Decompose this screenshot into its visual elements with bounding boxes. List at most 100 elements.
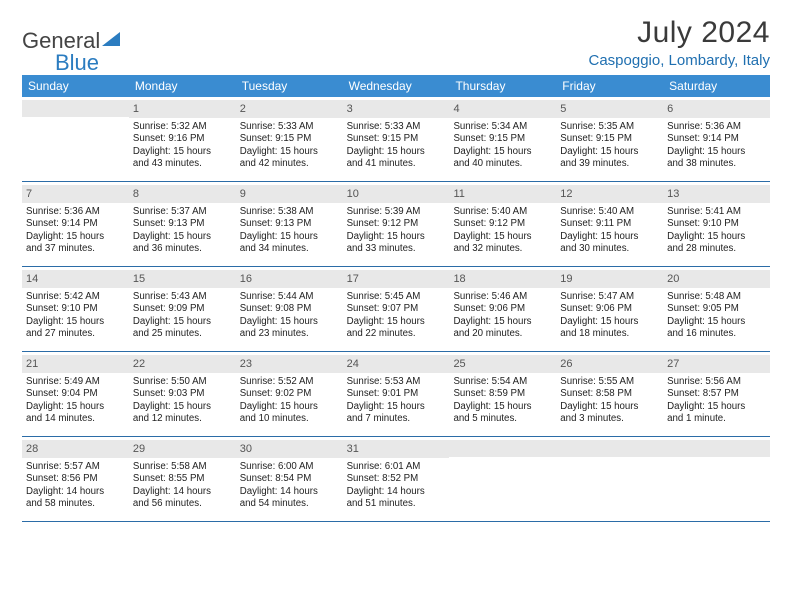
logo-text-2: Blue	[55, 50, 99, 76]
daylight2-text: and 5 minutes.	[453, 413, 552, 425]
daylight2-text: and 12 minutes.	[133, 413, 232, 425]
daylight2-text: and 20 minutes.	[453, 328, 552, 340]
day-number: 27	[663, 355, 770, 373]
sunrise-text: Sunrise: 5:37 AM	[133, 206, 232, 218]
day-cell: 10Sunrise: 5:39 AMSunset: 9:12 PMDayligh…	[343, 182, 450, 266]
weekday-header: Saturday	[663, 75, 770, 97]
sunrise-text: Sunrise: 6:00 AM	[240, 461, 339, 473]
daylight2-text: and 1 minute.	[667, 413, 766, 425]
day-number: 13	[663, 185, 770, 203]
day-number: 22	[129, 355, 236, 373]
week-row: 14Sunrise: 5:42 AMSunset: 9:10 PMDayligh…	[22, 267, 770, 352]
day-number: 26	[556, 355, 663, 373]
sunrise-text: Sunrise: 5:40 AM	[453, 206, 552, 218]
weekday-header: Friday	[556, 75, 663, 97]
weekday-header: Sunday	[22, 75, 129, 97]
weekday-header-row: Sunday Monday Tuesday Wednesday Thursday…	[22, 75, 770, 97]
title-block: July 2024 Caspoggio, Lombardy, Italy	[589, 16, 771, 69]
daylight1-text: Daylight: 15 hours	[667, 146, 766, 158]
day-cell: 24Sunrise: 5:53 AMSunset: 9:01 PMDayligh…	[343, 352, 450, 436]
daylight2-text: and 32 minutes.	[453, 243, 552, 255]
sunrise-text: Sunrise: 5:34 AM	[453, 121, 552, 133]
daylight1-text: Daylight: 15 hours	[667, 316, 766, 328]
day-cell	[556, 437, 663, 521]
daylight2-text: and 14 minutes.	[26, 413, 125, 425]
day-number: 31	[343, 440, 450, 458]
sail-icon	[102, 32, 120, 46]
day-number: 18	[449, 270, 556, 288]
daylight2-text: and 10 minutes.	[240, 413, 339, 425]
day-number	[556, 440, 663, 457]
sunrise-text: Sunrise: 5:49 AM	[26, 376, 125, 388]
day-number: 21	[22, 355, 129, 373]
day-number: 20	[663, 270, 770, 288]
sunrise-text: Sunrise: 5:55 AM	[560, 376, 659, 388]
day-number: 24	[343, 355, 450, 373]
weekday-header: Tuesday	[236, 75, 343, 97]
weekday-header: Monday	[129, 75, 236, 97]
calendar-page: General July 2024 Caspoggio, Lombardy, I…	[0, 0, 792, 542]
day-cell: 11Sunrise: 5:40 AMSunset: 9:12 PMDayligh…	[449, 182, 556, 266]
day-number	[449, 440, 556, 457]
day-cell: 30Sunrise: 6:00 AMSunset: 8:54 PMDayligh…	[236, 437, 343, 521]
day-number	[663, 440, 770, 457]
day-cell: 1Sunrise: 5:32 AMSunset: 9:16 PMDaylight…	[129, 97, 236, 181]
page-header: General July 2024 Caspoggio, Lombardy, I…	[22, 16, 770, 69]
weekday-header: Wednesday	[343, 75, 450, 97]
daylight2-text: and 58 minutes.	[26, 498, 125, 510]
daylight2-text: and 37 minutes.	[26, 243, 125, 255]
sunrise-text: Sunrise: 5:54 AM	[453, 376, 552, 388]
sunset-text: Sunset: 9:13 PM	[240, 218, 339, 230]
day-number	[22, 100, 129, 117]
sunset-text: Sunset: 9:01 PM	[347, 388, 446, 400]
sunrise-text: Sunrise: 5:44 AM	[240, 291, 339, 303]
sunrise-text: Sunrise: 5:52 AM	[240, 376, 339, 388]
sunset-text: Sunset: 8:54 PM	[240, 473, 339, 485]
day-number: 11	[449, 185, 556, 203]
daylight2-text: and 27 minutes.	[26, 328, 125, 340]
sunrise-text: Sunrise: 5:36 AM	[26, 206, 125, 218]
day-number: 4	[449, 100, 556, 118]
daylight1-text: Daylight: 15 hours	[453, 146, 552, 158]
sunset-text: Sunset: 8:57 PM	[667, 388, 766, 400]
daylight1-text: Daylight: 15 hours	[453, 316, 552, 328]
daylight1-text: Daylight: 14 hours	[347, 486, 446, 498]
sunset-text: Sunset: 8:58 PM	[560, 388, 659, 400]
sunset-text: Sunset: 9:14 PM	[26, 218, 125, 230]
daylight1-text: Daylight: 15 hours	[133, 231, 232, 243]
day-cell: 6Sunrise: 5:36 AMSunset: 9:14 PMDaylight…	[663, 97, 770, 181]
sunrise-text: Sunrise: 5:38 AM	[240, 206, 339, 218]
daylight2-text: and 30 minutes.	[560, 243, 659, 255]
sunrise-text: Sunrise: 5:43 AM	[133, 291, 232, 303]
day-cell: 29Sunrise: 5:58 AMSunset: 8:55 PMDayligh…	[129, 437, 236, 521]
daylight1-text: Daylight: 15 hours	[133, 316, 232, 328]
day-cell: 22Sunrise: 5:50 AMSunset: 9:03 PMDayligh…	[129, 352, 236, 436]
daylight1-text: Daylight: 15 hours	[560, 316, 659, 328]
sunrise-text: Sunrise: 5:40 AM	[560, 206, 659, 218]
daylight2-text: and 36 minutes.	[133, 243, 232, 255]
daylight2-text: and 16 minutes.	[667, 328, 766, 340]
day-number: 29	[129, 440, 236, 458]
daylight2-text: and 42 minutes.	[240, 158, 339, 170]
daylight2-text: and 18 minutes.	[560, 328, 659, 340]
daylight2-text: and 34 minutes.	[240, 243, 339, 255]
sunset-text: Sunset: 8:59 PM	[453, 388, 552, 400]
day-number: 6	[663, 100, 770, 118]
sunset-text: Sunset: 9:03 PM	[133, 388, 232, 400]
day-cell	[449, 437, 556, 521]
daylight1-text: Daylight: 15 hours	[667, 401, 766, 413]
day-cell: 5Sunrise: 5:35 AMSunset: 9:15 PMDaylight…	[556, 97, 663, 181]
day-number: 9	[236, 185, 343, 203]
weekday-header: Thursday	[449, 75, 556, 97]
day-number: 12	[556, 185, 663, 203]
sunset-text: Sunset: 9:15 PM	[453, 133, 552, 145]
day-number: 2	[236, 100, 343, 118]
daylight1-text: Daylight: 15 hours	[133, 146, 232, 158]
sunset-text: Sunset: 9:09 PM	[133, 303, 232, 315]
sunset-text: Sunset: 9:11 PM	[560, 218, 659, 230]
day-cell: 7Sunrise: 5:36 AMSunset: 9:14 PMDaylight…	[22, 182, 129, 266]
day-cell: 23Sunrise: 5:52 AMSunset: 9:02 PMDayligh…	[236, 352, 343, 436]
day-cell: 20Sunrise: 5:48 AMSunset: 9:05 PMDayligh…	[663, 267, 770, 351]
daylight1-text: Daylight: 15 hours	[240, 231, 339, 243]
sunset-text: Sunset: 9:06 PM	[453, 303, 552, 315]
